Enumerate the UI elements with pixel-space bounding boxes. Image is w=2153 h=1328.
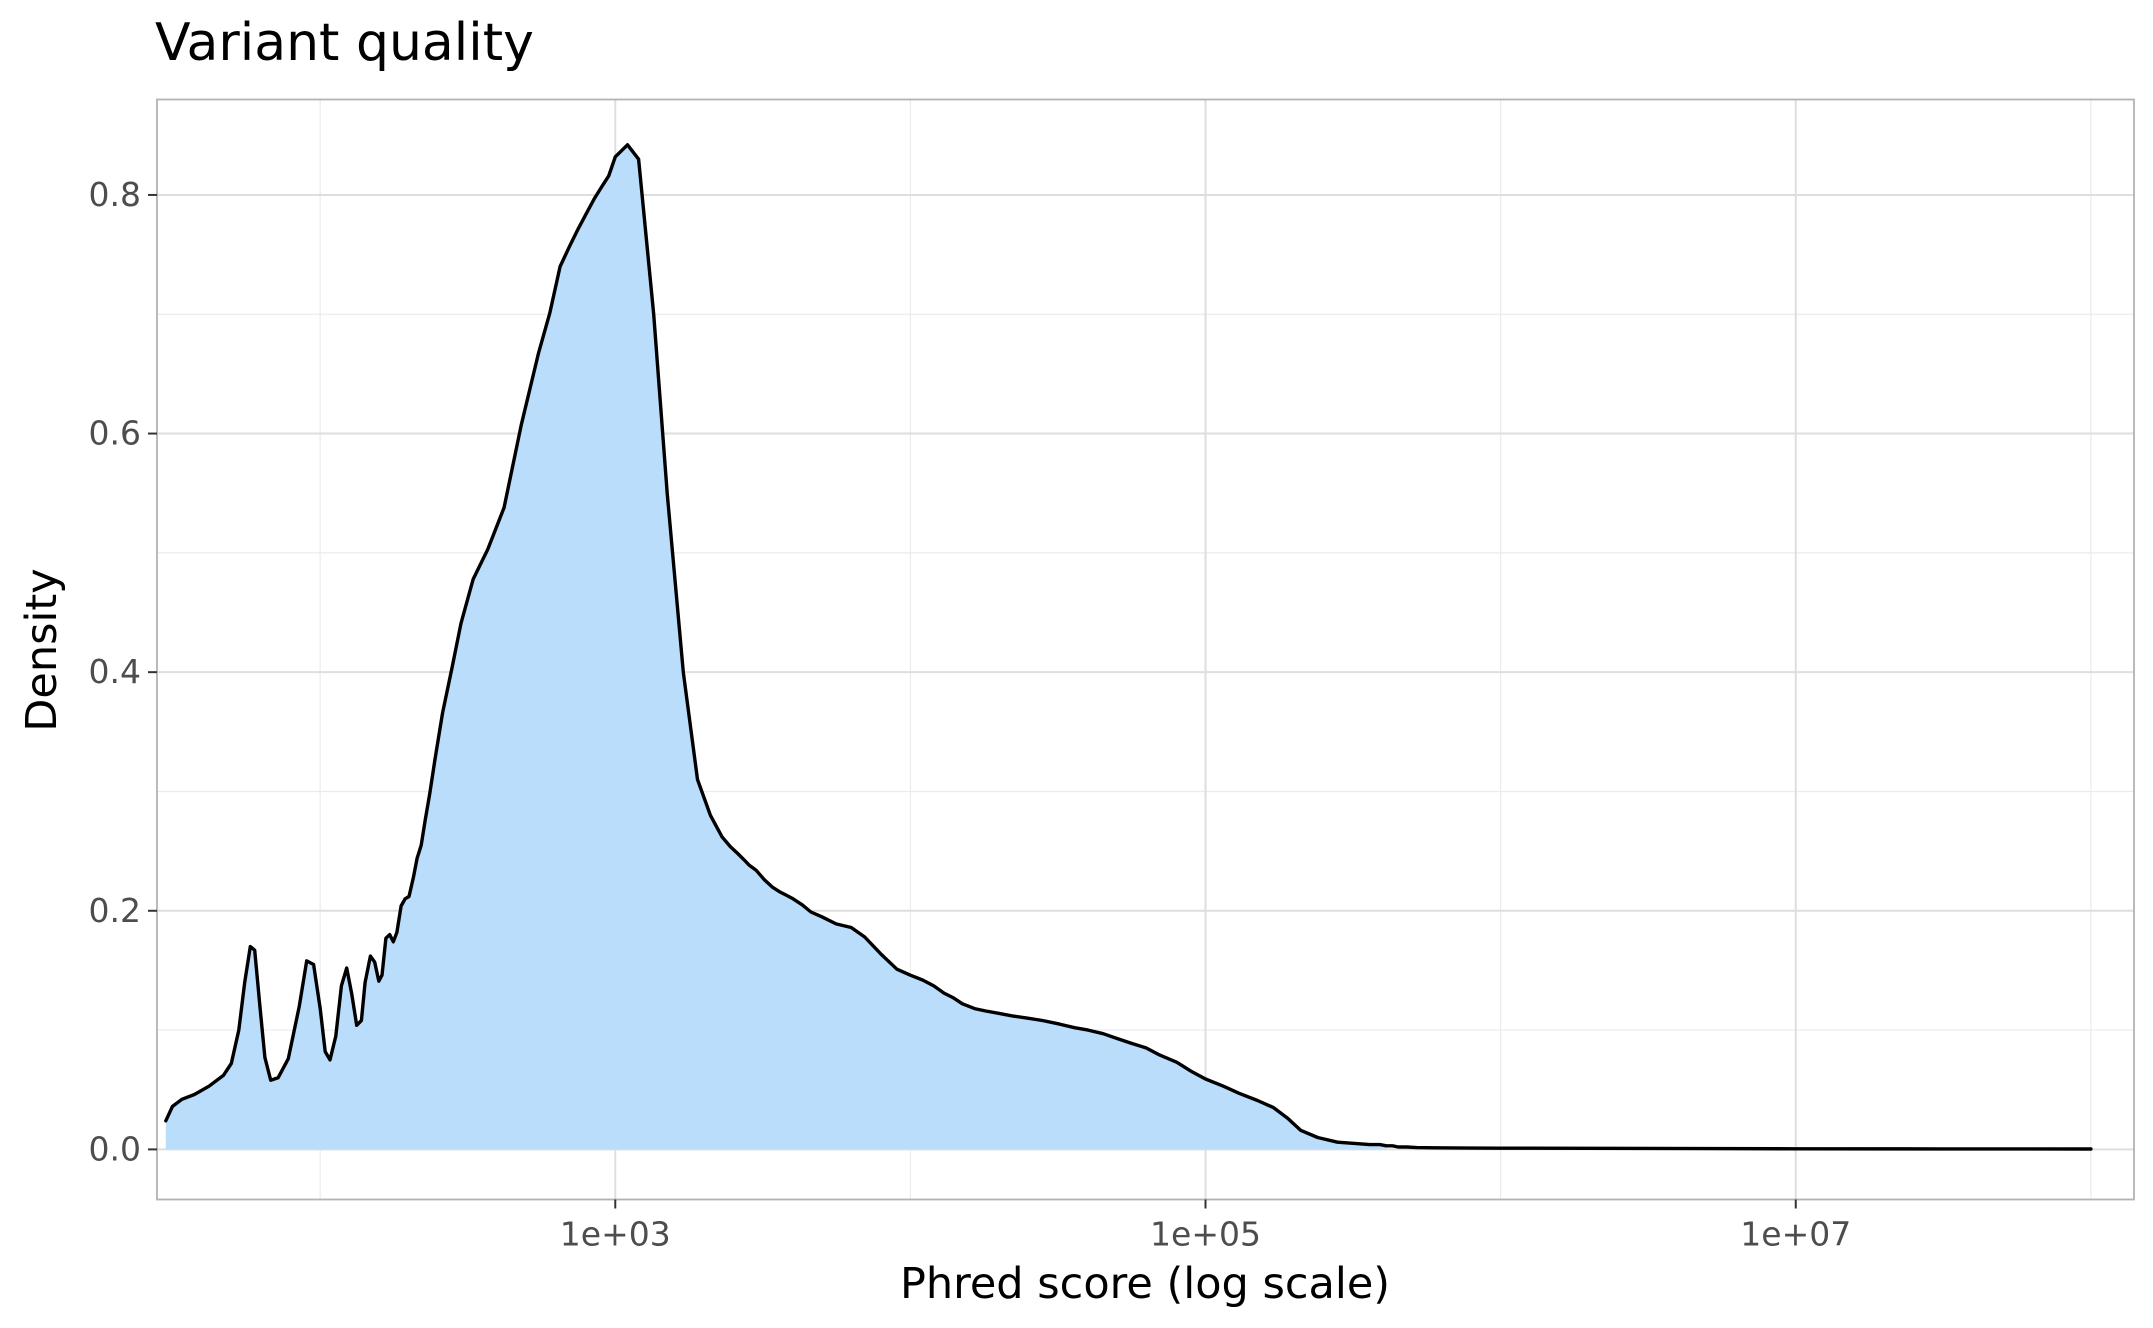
y-tick-label: 0.4 [89, 652, 141, 691]
y-axis-title: Density [17, 568, 67, 731]
y-tick-label: 0.2 [89, 891, 141, 930]
x-tick-label: 1e+05 [1150, 1215, 1261, 1254]
x-axis-ticks: 1e+03 1e+05 1e+07 [560, 1199, 1851, 1254]
y-tick-label: 0.6 [89, 414, 141, 453]
plot-area [164, 143, 2093, 1151]
x-axis-title: Phred score (log scale) [900, 1259, 1390, 1309]
y-tick-label: 0.0 [89, 1129, 141, 1168]
density-line [164, 143, 2093, 1151]
chart-title: Variant quality [155, 13, 534, 73]
density-area [165, 144, 1387, 1150]
x-tick-label: 1e+07 [1740, 1215, 1851, 1254]
y-axis-ticks: 0.0 0.2 0.4 0.6 0.8 [89, 175, 157, 1168]
x-tick-label: 1e+03 [560, 1215, 671, 1254]
panel-border [156, 98, 2135, 1201]
y-tick-label: 0.8 [89, 175, 141, 214]
